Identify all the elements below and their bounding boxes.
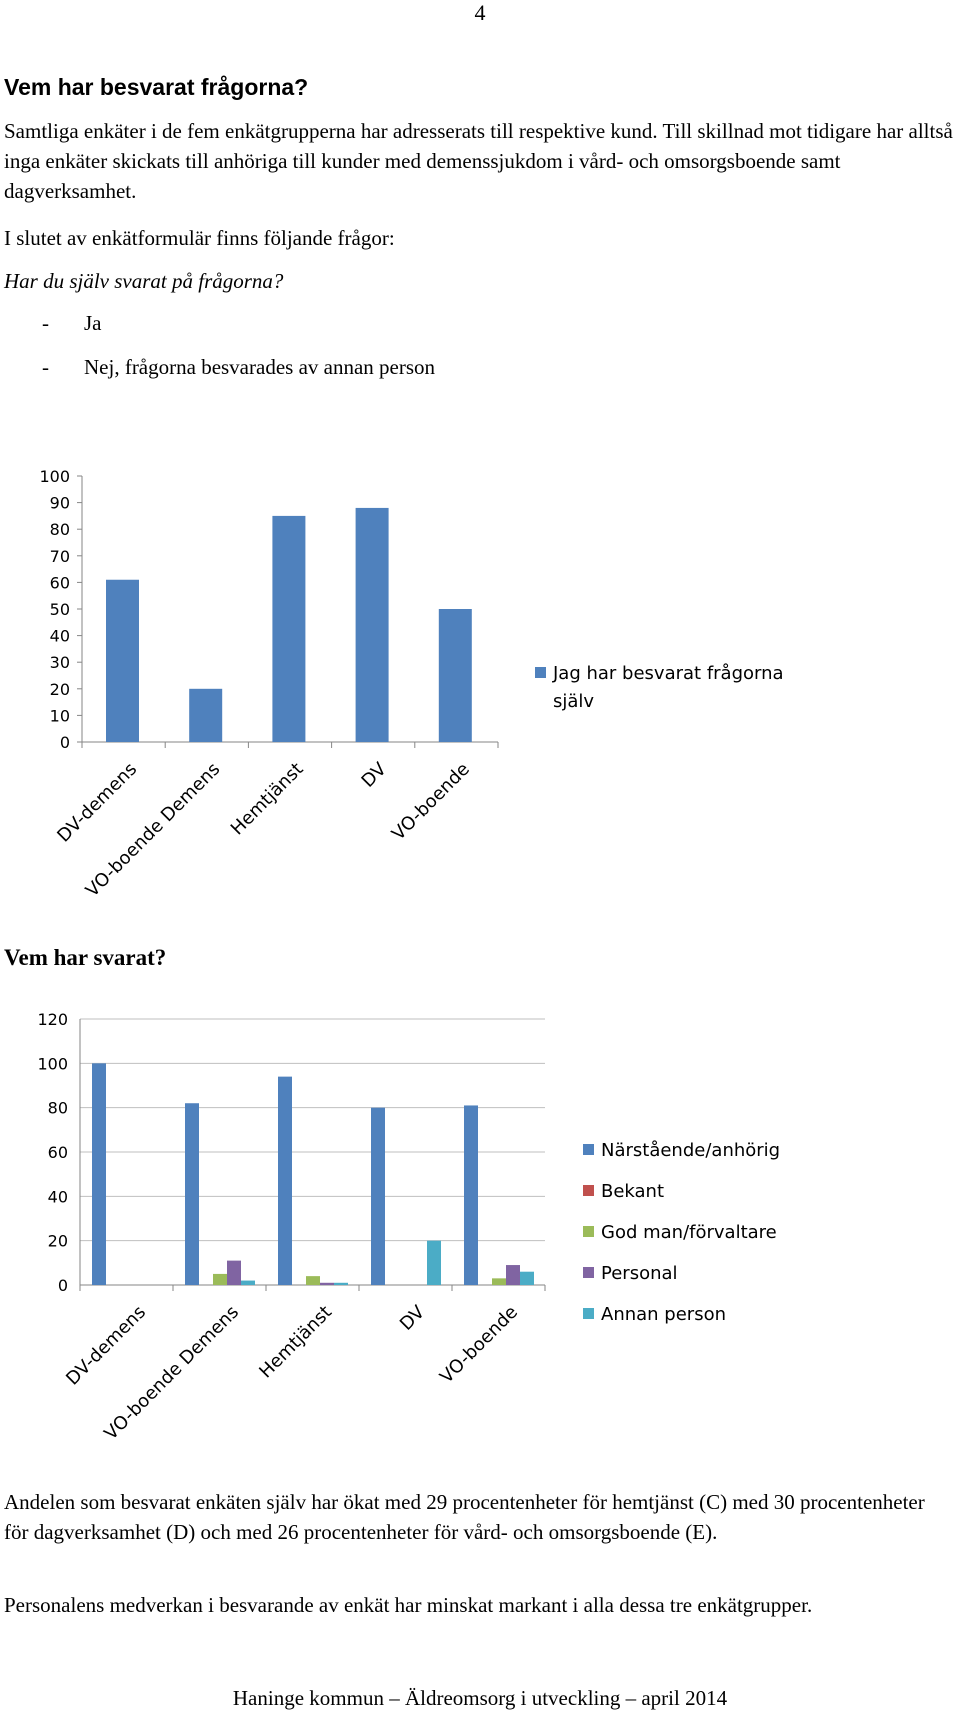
bar (185, 1103, 199, 1285)
legend-swatch (583, 1308, 594, 1319)
x-category-label: VO-boende (388, 759, 474, 845)
legend-swatch (583, 1185, 594, 1196)
y-tick-label: 120 (37, 1010, 68, 1029)
bar (506, 1265, 520, 1285)
bar (106, 579, 139, 742)
y-tick-label: 60 (50, 573, 70, 592)
y-tick-label: 100 (39, 467, 70, 486)
y-tick-label: 70 (50, 547, 70, 566)
legend-swatch (583, 1226, 594, 1237)
x-category-label: VO-boende Demens (82, 759, 225, 902)
bar (492, 1278, 506, 1285)
summary-paragraph: Andelen som besvarat enkäten själv har ö… (4, 1490, 925, 1544)
y-tick-label: 50 (50, 600, 70, 619)
bar (306, 1276, 320, 1285)
legend-label: God man/förvaltare (601, 1222, 777, 1243)
x-category-label: Hemtjänst (255, 1302, 336, 1383)
answer-option-no: - Nej, frågorna besvarades av annan perso… (42, 355, 435, 380)
bar (241, 1280, 255, 1285)
bar (334, 1282, 348, 1285)
y-tick-label: 100 (37, 1054, 68, 1073)
y-tick-label: 80 (48, 1099, 68, 1118)
x-category-label: DV (396, 1301, 430, 1335)
bar (520, 1271, 534, 1285)
y-tick-label: 60 (48, 1143, 68, 1162)
section-heading: Vem har besvarat frågorna? (4, 74, 309, 100)
y-tick-label: 80 (50, 520, 70, 539)
bar (464, 1105, 478, 1285)
x-category-label: VO-boende (436, 1302, 522, 1388)
page-footer: Haninge kommun – Äldreomsorg i utvecklin… (232, 1686, 728, 1710)
x-category-label: DV (358, 758, 392, 792)
legend-label: Annan person (601, 1304, 726, 1325)
list-dash: - (42, 311, 49, 335)
answer-option-label: Nej, frågorna besvarades av annan person (84, 355, 436, 379)
legend-label: Bekant (601, 1181, 664, 1202)
y-tick-label: 20 (48, 1232, 68, 1251)
bar (227, 1260, 241, 1285)
y-tick-label: 40 (48, 1187, 68, 1206)
legend-label: Jag har besvarat frågorna själv (552, 663, 784, 712)
legend-swatch (535, 667, 546, 678)
section-heading-who-answered: Vem har svarat? (4, 945, 167, 970)
y-tick-label: 90 (50, 494, 70, 513)
list-dash: - (42, 355, 49, 379)
y-tick-label: 0 (60, 733, 70, 752)
x-category-label: DV-demens (62, 1302, 150, 1390)
bar (272, 515, 306, 742)
bar (189, 688, 223, 742)
bar (438, 609, 472, 742)
legend-label: Personal (601, 1263, 678, 1284)
legend-swatch (583, 1267, 594, 1278)
bar (371, 1107, 385, 1285)
answer-option-label: Ja (84, 311, 102, 335)
questions-intro: I slutet av enkätformulär finns följande… (4, 226, 395, 250)
y-tick-label: 0 (58, 1276, 68, 1295)
x-category-label: DV-demens (53, 759, 141, 847)
bar (92, 1063, 106, 1285)
y-tick-label: 20 (50, 680, 70, 699)
staff-paragraph: Personalens medverkan i besvarande av en… (4, 1593, 813, 1617)
intro-paragraph: Samtliga enkäter i de fem enkätgrupperna… (4, 119, 953, 203)
chart-self-answered: 0102030405060708090100DV-demensVO-boende… (39, 467, 784, 902)
y-tick-label: 30 (50, 653, 70, 672)
y-tick-label: 10 (50, 706, 70, 725)
y-tick-label: 40 (50, 627, 70, 646)
bar (427, 1240, 441, 1285)
bar (278, 1076, 292, 1285)
legend-label: Närstående/anhörig (601, 1140, 780, 1161)
x-category-label: Hemtjänst (227, 759, 308, 840)
bar (355, 507, 389, 742)
page-number: 4 (474, 0, 486, 25)
bar (320, 1282, 334, 1285)
bar (213, 1273, 227, 1285)
survey-question: Har du själv svarat på frågorna? (4, 269, 284, 293)
legend-swatch (583, 1144, 594, 1155)
answer-option-yes: - Ja (42, 311, 102, 336)
